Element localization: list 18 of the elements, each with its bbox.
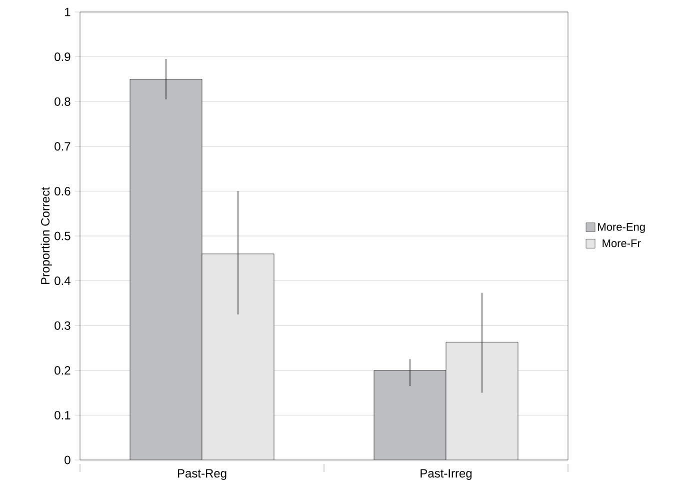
y-tick-label: 0.7	[54, 142, 70, 151]
legend-label: More-Fr	[602, 239, 641, 248]
y-tick-label: 0.8	[54, 97, 70, 106]
x-tick-label: Past-Irreg	[420, 469, 472, 480]
y-tick-label: 0.3	[54, 321, 70, 330]
bar	[446, 342, 518, 460]
y-tick-label: 0.6	[54, 186, 70, 196]
y-axis-title: Proportion Correct	[40, 187, 52, 284]
y-tick-label: 0.9	[54, 52, 70, 62]
y-tick-label: 0.1	[54, 410, 70, 420]
x-tick-label: Past-Reg	[178, 469, 226, 480]
y-tick-label: 0.5	[54, 232, 70, 240]
y-tick-label: 1	[65, 8, 70, 16]
y-tick-label: 0.2	[54, 366, 70, 375]
y-tick-label: 0	[64, 456, 70, 464]
y-tick-label: 0.4	[54, 276, 70, 286]
legend-label: More-Eng	[598, 223, 645, 233]
bar	[202, 254, 274, 460]
